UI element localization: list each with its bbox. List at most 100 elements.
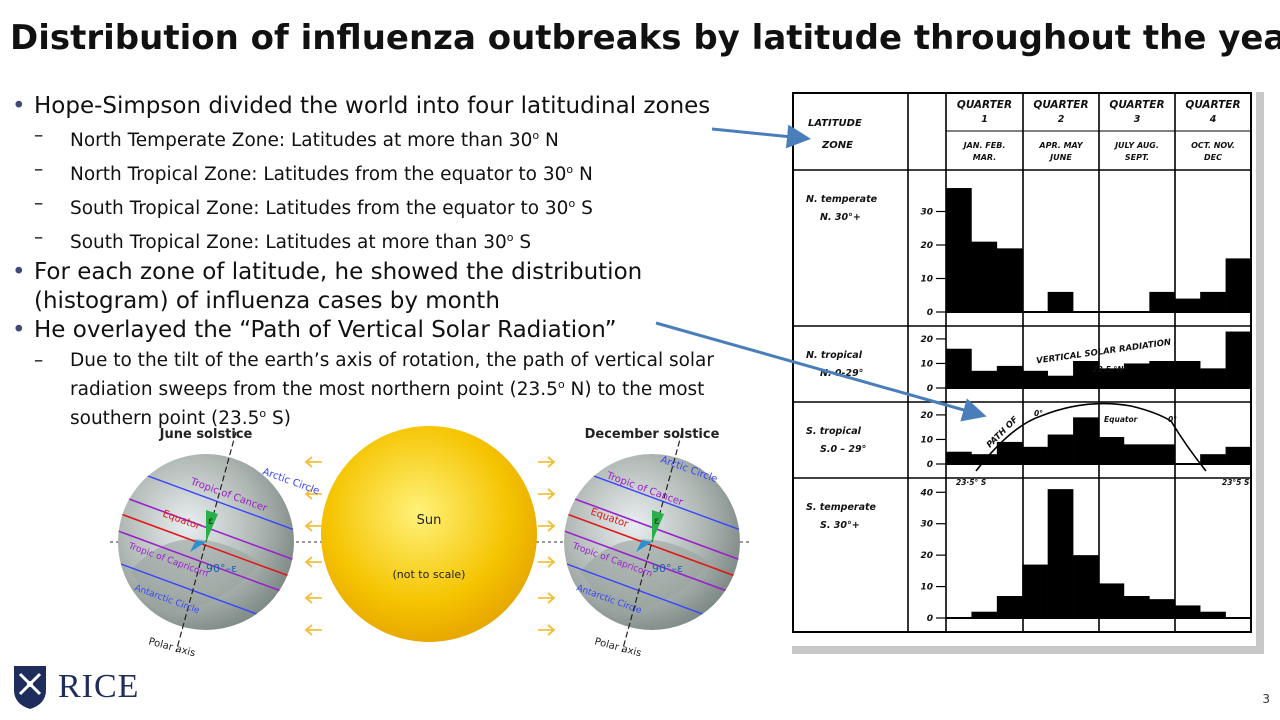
zone-label-3: S. temperate [806, 502, 877, 513]
quarter-3-number: 3 [1134, 114, 1141, 125]
bar-0-1 [971, 241, 998, 312]
rice-logo: RICE [12, 664, 139, 710]
quarter-1-number: 1 [981, 114, 988, 125]
quarter-4-number: 4 [1209, 114, 1217, 125]
tick-1-2: 0 [927, 384, 933, 394]
polar-axis-label-june: Polar axis [147, 636, 196, 659]
slide-number: 3 [1262, 692, 1270, 706]
quarter-3-title: QUARTER [1109, 99, 1164, 111]
tick-2-0: 20 [920, 411, 933, 421]
quarter-1-months-a: JAN. FEB. [962, 141, 1006, 150]
scale-note: (not to scale) [393, 568, 466, 581]
bar-3-5 [1073, 555, 1099, 618]
deg0b-label: 0° [1168, 415, 1177, 424]
left-arrow-2 [304, 520, 322, 532]
bar-2-5 [1073, 417, 1099, 464]
bar-0-4 [1047, 291, 1074, 312]
deg0a-label: 0° [1034, 409, 1043, 418]
arrow-to-solar-path [655, 321, 987, 422]
left-arrow-0 [304, 456, 322, 468]
left-arrow-3 [304, 556, 322, 568]
right-arrow-2 [538, 520, 556, 532]
tick-1-0: 20 [920, 335, 933, 345]
sub-bullet-4: South Tropical Zone: Latitudes at more t… [12, 223, 772, 257]
tick-3-1: 30 [920, 520, 933, 530]
tick-2-1: 10 [920, 435, 933, 445]
quarter-4-months-a: OCT. NOV. [1191, 141, 1235, 150]
tick-0-2: 10 [920, 275, 933, 285]
zone-label-2: S. tropical [806, 426, 862, 437]
angle-label-december: 90°–ε [652, 562, 683, 575]
quarter-2-number: 2 [1058, 114, 1065, 125]
latitude-histogram-figure: LATITUDE ZONE QUARTER 1 JAN. FEB. MAR. QUARTER… [786, 86, 1264, 654]
n-lat-label: 23·5 °N [1092, 365, 1124, 374]
s-lat-left-label: 23·5° S [956, 478, 986, 487]
bullet-list: Hope-Simpson divided the world into four… [12, 92, 772, 431]
tick-1-1: 10 [920, 359, 933, 369]
bar-1-4 [1047, 375, 1074, 388]
sub-bullet-1: North Temperate Zone: Latitudes at more … [12, 121, 772, 155]
quarter-1-months-b: MAR. [973, 153, 997, 162]
bar-1-3 [1022, 370, 1048, 388]
right-arrow-3 [538, 556, 556, 568]
quarter-3-months-b: SEPT. [1125, 153, 1149, 162]
quarter-2-months-a: APR. MAY [1038, 141, 1083, 150]
bar-3-7 [1123, 596, 1150, 618]
bar-3-3 [1022, 564, 1048, 618]
rice-shield-icon [14, 666, 46, 709]
bar-3-2 [996, 596, 1023, 618]
left-arrow-4 [304, 592, 322, 604]
solstice-diagram: June solstice December solstice Sun (not… [110, 426, 750, 659]
bar-1-9 [1174, 361, 1201, 388]
tick-3-3: 10 [920, 583, 933, 593]
zone-header: ZONE [821, 140, 853, 151]
equator-label: Equator [1104, 415, 1139, 424]
bar-1-5 [1073, 361, 1099, 388]
zone-range-0: N. 30°+ [820, 212, 861, 223]
quarter-3-months-a: JULY AUG. [1113, 141, 1159, 150]
bar-2-0 [946, 451, 972, 464]
bar-0-10 [1200, 291, 1226, 312]
tick-3-4: 0 [927, 614, 933, 624]
svg-text:ε: ε [208, 516, 213, 527]
bar-2-3 [1022, 446, 1048, 464]
arrow-to-latitude-zone [711, 124, 811, 149]
bar-1-8 [1149, 361, 1176, 388]
left-arrow-1 [304, 488, 322, 500]
left-arrow-5 [304, 624, 322, 636]
latitude-header: LATITUDE [808, 118, 862, 129]
bullet-1: Hope-Simpson divided the world into four… [12, 92, 772, 121]
tick-3-0: 40 [919, 488, 933, 498]
bar-1-7 [1123, 363, 1150, 388]
bar-2-6 [1098, 437, 1125, 464]
bar-0-9 [1174, 298, 1201, 312]
globe-december: Arctic Circle Tropic of Cancer Equator T… [564, 431, 740, 659]
bar-0-8 [1149, 291, 1176, 312]
sub-bullet-2: North Tropical Zone: Latitudes from the … [12, 155, 772, 189]
slide-title: Distribution of influenza outbreaks by l… [10, 18, 1280, 58]
bar-0-2 [996, 248, 1023, 312]
solar-path-curve [975, 402, 1207, 472]
tick-0-1: 20 [920, 241, 933, 251]
december-solstice-label: December solstice [585, 427, 720, 442]
bullet-2: For each zone of latitude, he showed the… [12, 258, 684, 316]
bar-3-9 [1174, 605, 1201, 618]
tick-2-2: 0 [927, 460, 933, 470]
sun-label: Sun [417, 513, 442, 528]
bar-3-1 [971, 611, 998, 618]
quarter-2-title: QUARTER [1033, 99, 1088, 111]
bar-1-1 [971, 370, 998, 388]
right-arrow-5 [538, 624, 556, 636]
bar-1-6 [1098, 368, 1125, 388]
bar-0-0 [946, 188, 972, 312]
s-lat-right-label: 23°5 S [1222, 478, 1249, 487]
right-arrow-0 [538, 456, 556, 468]
bar-1-11 [1225, 331, 1252, 388]
bar-2-1 [971, 454, 998, 464]
bar-2-11 [1225, 446, 1252, 464]
sun [321, 426, 537, 642]
quarter-4-title: QUARTER [1185, 99, 1240, 111]
svg-text:ε: ε [654, 516, 659, 527]
right-arrow-4 [538, 592, 556, 604]
